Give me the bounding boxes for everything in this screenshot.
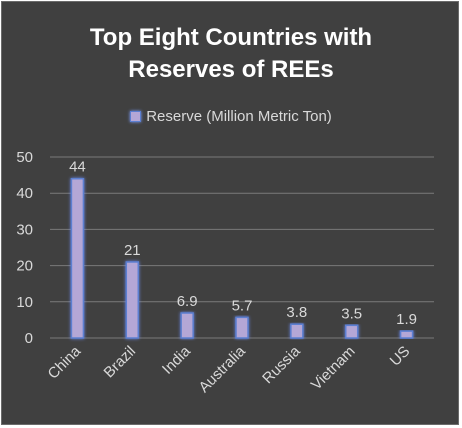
- grid-lines: [50, 156, 434, 339]
- x-axis-ticks: China Brazil India Australia Russia Vietnam US: [45, 342, 414, 396]
- bar-china: [70, 177, 85, 339]
- y-tick-label: 40: [16, 185, 33, 202]
- y-tick-label: 10: [16, 294, 33, 311]
- legend-label: Reserve (Million Metric Ton): [146, 108, 332, 125]
- chart-legend: Reserve (Million Metric Ton): [2, 108, 460, 125]
- x-tick-label: Brazil: [101, 343, 140, 382]
- bar-india: [180, 312, 194, 339]
- data-label: 3.5: [341, 305, 362, 322]
- x-tick-label: Australia: [196, 342, 250, 396]
- data-label: 44: [69, 159, 86, 176]
- x-tick-label: Russia: [259, 342, 304, 387]
- data-label: 6.9: [177, 293, 198, 310]
- bar-us: [399, 330, 414, 339]
- chart-title-line-2: Reserves of REEs: [128, 56, 334, 83]
- x-tick-label: China: [45, 342, 85, 382]
- y-tick-label: 50: [16, 149, 33, 166]
- legend-swatch: [130, 111, 142, 122]
- y-tick-label: 20: [16, 258, 33, 275]
- data-labels: 44 21 6.9 5.7 3.8 3.5 1.9: [69, 159, 417, 328]
- bars: [70, 177, 414, 339]
- y-axis-ticks: 0 10 20 30 40 50: [16, 149, 33, 347]
- data-label: 3.8: [286, 304, 307, 321]
- bar-brazil: [125, 261, 140, 339]
- bar-vietnam: [344, 324, 359, 339]
- chart-title: Top Eight Countries with Reserves of REE…: [2, 22, 460, 86]
- x-tick-label: India: [159, 342, 194, 377]
- data-label: 1.9: [396, 311, 417, 328]
- bar-australia: [235, 316, 249, 339]
- chart-title-line-1: Top Eight Countries with: [89, 24, 373, 51]
- y-tick-label: 30: [16, 221, 33, 238]
- data-label: 5.7: [232, 297, 253, 314]
- bar-russia: [290, 323, 304, 339]
- x-tick-label: Vietnam: [308, 343, 359, 394]
- x-tick-label: US: [387, 343, 414, 370]
- data-label: 21: [124, 242, 141, 259]
- y-tick-label: 0: [25, 330, 33, 347]
